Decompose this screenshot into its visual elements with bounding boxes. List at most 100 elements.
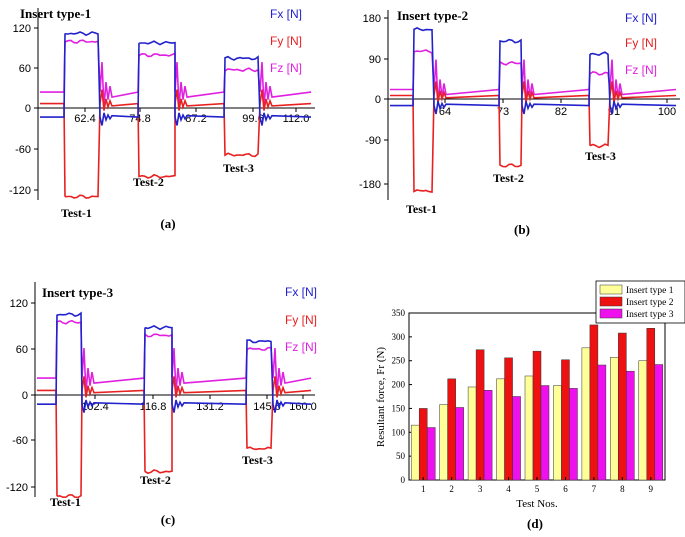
y-axis-label: Resultant force, Fr (N) <box>375 347 387 448</box>
x-tick-label: 9 <box>649 484 654 494</box>
y-tick-label: 200 <box>392 380 406 390</box>
test-annotation: Test-3 <box>223 161 254 175</box>
x-tick-label: 8 <box>620 484 625 494</box>
x-tick-label: 6 <box>563 484 568 494</box>
bar-3-test-7 <box>597 364 607 481</box>
bar-2-test-6 <box>561 359 570 481</box>
x-axis-label: Test Nos. <box>516 498 558 510</box>
x-tick-label: 74.8 <box>129 113 150 125</box>
panel-label: (c) <box>161 512 175 527</box>
x-tick-label: 5 <box>535 484 540 494</box>
test-annotation: Test-2 <box>140 473 171 487</box>
bar-3-test-4 <box>512 396 521 481</box>
y-tick-label: -60 <box>12 435 28 447</box>
x-tick-label: 7 <box>592 484 597 494</box>
y-tick-label: -180 <box>359 179 381 191</box>
bar-2-test-3 <box>475 349 485 481</box>
legend-entry-fy: Fy [N] <box>625 36 657 50</box>
bar-1-test-7 <box>581 347 591 481</box>
x-tick-label: 2 <box>449 484 454 494</box>
legend-entry-1: Insert type 1 <box>626 286 674 296</box>
x-tick-label: 99.6 <box>242 113 263 125</box>
bar-3-test-3 <box>483 390 493 481</box>
bar-2-test-1 <box>418 408 428 481</box>
test-annotation: Test-1 <box>406 202 437 216</box>
test-annotation: Test-2 <box>493 171 524 185</box>
test-annotation: Test-3 <box>242 453 273 467</box>
bar-panel: 0 50 100 150 200 250 300 350 1 2 3 4 5 6 7 8 9 Test Nos. R… <box>375 280 685 531</box>
y-tick-label: 120 <box>10 298 28 310</box>
y-tick-label: 100 <box>392 427 406 437</box>
signal-fx <box>37 311 312 413</box>
y-tick-label: 150 <box>392 403 406 413</box>
bar-1-test-2 <box>439 404 448 481</box>
y-tick-label: 350 <box>392 308 406 318</box>
bar-3-test-9 <box>654 364 664 481</box>
x-tick-label: 3 <box>478 484 483 494</box>
y-tick-label: -60 <box>15 144 31 156</box>
legend-swatch-2 <box>599 296 623 307</box>
x-tick-label: 62.4 <box>74 113 95 125</box>
y-tick-label: 0 <box>22 390 28 402</box>
bar-3-test-2 <box>455 407 464 481</box>
x-tick-label: 100 <box>658 106 676 118</box>
legend-entry-fx: Fx [N] <box>285 285 317 299</box>
x-tick-label: 64 <box>439 106 451 118</box>
test-annotation: Test-2 <box>133 175 164 189</box>
y-tick-label: 60 <box>16 344 28 356</box>
x-tick-label: 112.0 <box>283 113 310 125</box>
y-tick-label: 90 <box>369 54 381 66</box>
bar-1-test-1 <box>410 424 420 481</box>
panel-label: (a) <box>160 216 175 231</box>
bar-2-test-9 <box>646 328 656 481</box>
signal-fy <box>40 89 312 199</box>
y-tick-label: 0 <box>401 475 406 485</box>
bar-legend: Insert type 1 Insert type 2 Insert type 3 <box>595 280 685 324</box>
signal-fx <box>40 31 312 126</box>
x-tick-label: 4 <box>506 484 511 494</box>
legend-swatch-3 <box>599 308 623 319</box>
bar-2-test-5 <box>532 350 542 481</box>
legend-entry-fy: Fy [N] <box>285 313 317 327</box>
x-tick-label: 87.2 <box>185 113 206 125</box>
y-tick-label: 50 <box>396 451 406 461</box>
x-tick-label: 1 <box>421 484 426 494</box>
y-tick-label: -120 <box>6 482 28 494</box>
bar-3-test-8 <box>626 370 635 481</box>
signal-fz <box>390 49 677 105</box>
signal-fx <box>390 27 677 115</box>
panel-label: (b) <box>514 222 530 237</box>
y-tick-label: 60 <box>19 63 31 75</box>
legend-entry-fz: Fz [N] <box>285 340 317 354</box>
bar-1-test-8 <box>610 357 619 481</box>
y-tick-label: -120 <box>9 185 31 197</box>
bar-3-test-6 <box>569 388 578 481</box>
y-tick-label: -90 <box>365 135 381 147</box>
force-panel-1: 120 60 0 -60 -120 62.4 74.8 87.2 99.6 112.0 Insert… <box>9 6 315 231</box>
x-tick-label: 116.8 <box>140 401 167 413</box>
y-tick-label: 120 <box>13 23 31 35</box>
signal-fy <box>390 81 677 194</box>
panel-title: Insert type-3 <box>42 285 114 300</box>
signal-fy <box>37 376 312 499</box>
bar-3-test-1 <box>426 427 436 481</box>
panel-title: Insert type-1 <box>20 6 91 21</box>
legend-entry-fz: Fz [N] <box>270 61 302 75</box>
y-tick-label: 0 <box>375 94 381 106</box>
y-tick-label: 180 <box>363 13 381 25</box>
signal-fz <box>40 39 312 108</box>
bar-2-test-2 <box>447 378 456 481</box>
x-tick-label: 82 <box>555 106 567 118</box>
bar-1-test-4 <box>496 378 505 481</box>
bar-1-test-5 <box>524 375 534 481</box>
test-annotation: Test-3 <box>585 149 616 163</box>
bar-3-test-5 <box>540 385 550 481</box>
y-tick-label: 250 <box>392 356 406 366</box>
panel-label: (d) <box>527 516 543 531</box>
panel-title: Insert type-2 <box>397 8 468 23</box>
bar-1-test-6 <box>553 385 562 481</box>
test-annotation: Test-1 <box>61 206 92 220</box>
